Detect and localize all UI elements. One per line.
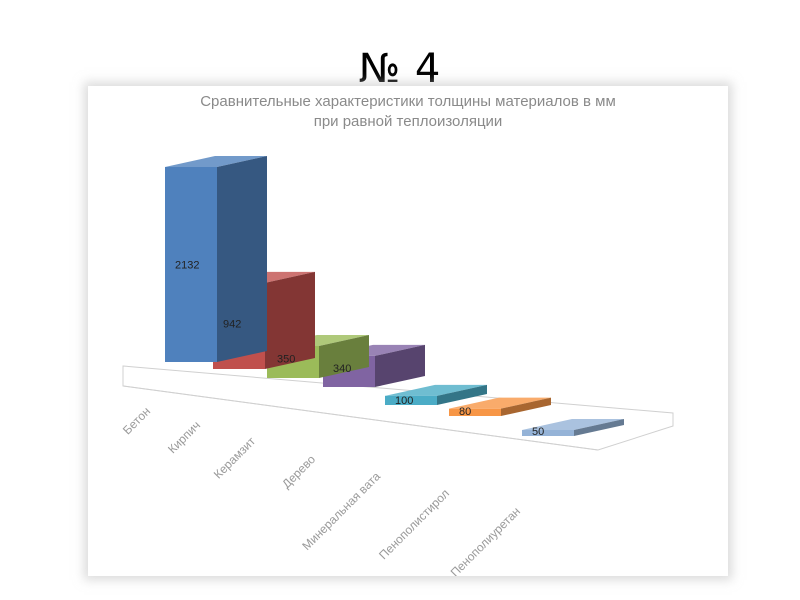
bar-5 [385,384,487,405]
bar-top-face [522,419,624,430]
category-label-6: Пенополистирол [376,486,452,562]
data-label-4: 340 [333,363,351,375]
bar-side-face [265,271,315,369]
data-label-7: 50 [532,426,544,438]
bar-front-face [449,408,501,416]
data-label-1: 2132 [175,259,199,271]
chart-floor-edge [122,385,599,451]
bar-front-face [522,430,574,436]
chart-title-line-2: при равной теплоизоляции [313,113,503,130]
chart-title: Сравнительные характеристики толщины мат… [88,92,728,132]
chart-panel: Сравнительные характеристики толщины мат… [88,86,728,576]
data-label-5: 100 [395,395,413,407]
bar-side-face [217,156,267,362]
category-label-2: Кирпич [165,418,203,456]
bar-side-face [574,419,624,436]
bar-7 [522,419,624,436]
bar-side-face [501,397,551,416]
category-label-7: Пенополиуретан [448,504,523,576]
category-label-1: Бетон [120,404,153,437]
data-label-2: 942 [223,319,241,331]
category-label-5: Минеральная вата [299,469,383,553]
bar-side-face [319,334,369,378]
slide-title: № 4 [358,46,442,92]
bar-top-face [385,384,487,396]
chart-floor [122,365,674,451]
bar-6 [449,397,551,416]
data-label-6: 80 [459,406,471,418]
bar-top-face [449,397,551,409]
data-label-3: 350 [277,354,295,366]
bar-1 [165,156,267,362]
bar-front-face [165,167,217,362]
chart-svg: 50 80 100 340 350 942 2132 Бетон Кирпич Керамзит Д… [120,156,674,576]
bar-side-face [375,344,425,387]
bar-front-face [385,395,437,405]
bar-top-face [165,156,267,167]
category-label-4: Дерево [279,452,318,491]
chart-title-line-1: Сравнительные характеристики толщины мат… [200,93,616,110]
bar-side-face [437,384,487,405]
category-label-3: Керамзит [211,434,259,482]
